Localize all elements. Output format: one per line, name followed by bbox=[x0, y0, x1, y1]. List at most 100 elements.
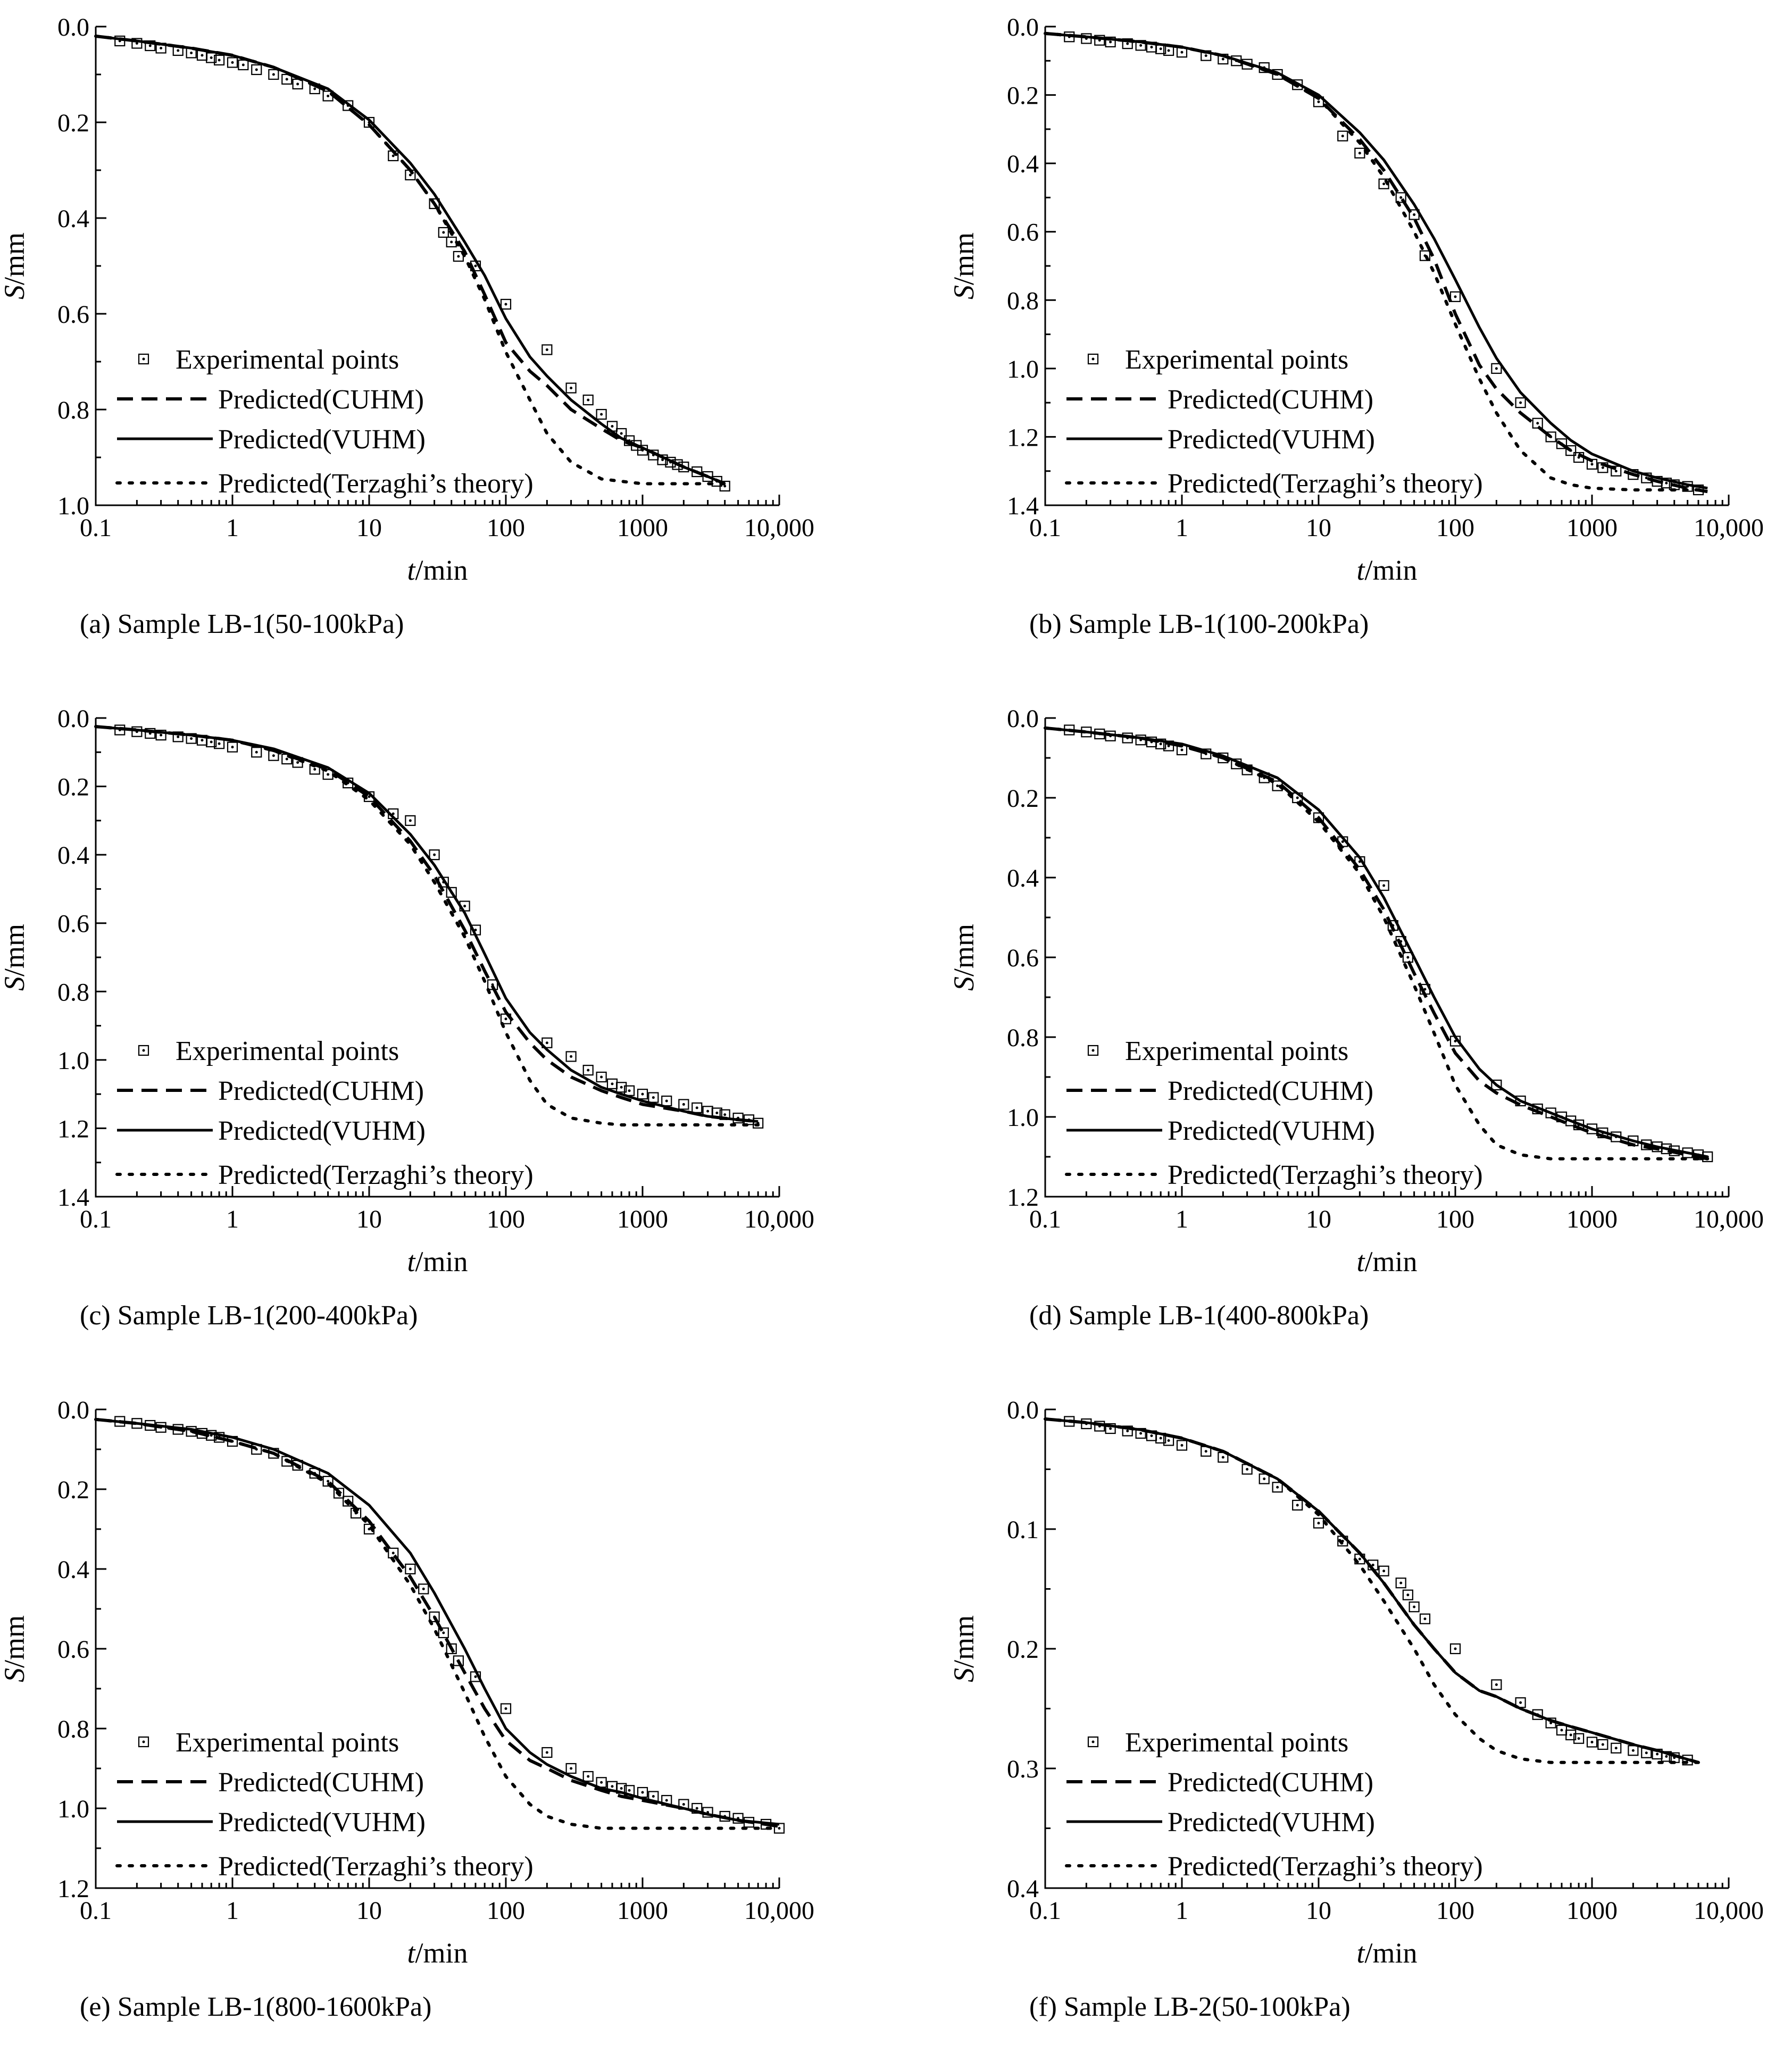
experimental-point-dot bbox=[706, 1811, 710, 1814]
experimental-point-square bbox=[678, 461, 689, 473]
legend-experimental-dot bbox=[1091, 357, 1095, 361]
y-tick-label: 0.0 bbox=[1007, 705, 1039, 733]
experimental-point-dot bbox=[1519, 1701, 1522, 1704]
series-terzaghi-line bbox=[1044, 726, 1710, 1161]
y-axis-unit: /mm bbox=[948, 232, 980, 285]
experimental-point bbox=[1408, 209, 1420, 220]
experimental-point-square bbox=[1218, 53, 1229, 65]
experimental-point-dot bbox=[272, 73, 275, 76]
experimental-point-dot bbox=[474, 929, 477, 932]
experimental-point bbox=[1241, 1464, 1253, 1475]
experimental-point bbox=[1354, 1554, 1365, 1565]
experimental-point bbox=[405, 169, 416, 181]
experimental-point-square bbox=[1064, 724, 1075, 736]
experimental-point bbox=[1387, 920, 1398, 931]
experimental-point-dot bbox=[190, 1430, 193, 1433]
experimental-point bbox=[350, 1507, 362, 1519]
y-tick-label: 0.0 bbox=[57, 1396, 89, 1424]
experimental-point bbox=[453, 251, 464, 262]
experimental-point bbox=[1292, 1499, 1303, 1511]
experimental-point-dot bbox=[1085, 37, 1088, 40]
experimental-point-dot bbox=[160, 1426, 163, 1429]
experimental-point-square bbox=[1545, 1107, 1556, 1119]
experimental-point-square bbox=[1611, 1131, 1622, 1142]
experimental-point-dot bbox=[409, 819, 412, 822]
experimental-point-square bbox=[1337, 1535, 1348, 1547]
experimental-point-square bbox=[1661, 478, 1672, 489]
experimental-point-square bbox=[343, 100, 354, 111]
legend-experimental-marker bbox=[138, 353, 149, 365]
x-tick-label: 10,000 bbox=[1694, 1897, 1764, 1925]
series-vuhm-line bbox=[1045, 727, 1708, 1158]
experimental-point-square bbox=[213, 738, 225, 749]
experimental-point-dot bbox=[1399, 940, 1403, 943]
experimental-point-square bbox=[1241, 59, 1253, 70]
experimental-point bbox=[1231, 55, 1242, 66]
experimental-point-dot bbox=[1276, 784, 1279, 787]
experimental-point-square bbox=[565, 382, 577, 394]
experimental-point bbox=[1532, 1709, 1543, 1720]
experimental-point-square bbox=[1556, 438, 1568, 449]
experimental-point bbox=[1094, 35, 1105, 46]
experimental-point-dot bbox=[1204, 753, 1207, 755]
experimental-point-square bbox=[281, 754, 293, 765]
experimental-point-dot bbox=[628, 439, 631, 442]
experimental-point-dot bbox=[570, 1055, 573, 1058]
experimental-point-square bbox=[1272, 69, 1283, 80]
legend-vuhm-label: Predicted(VUHM) bbox=[1168, 1807, 1375, 1838]
experimental-point-square bbox=[616, 428, 627, 439]
experimental-point-dot bbox=[1454, 1040, 1457, 1042]
experimental-point bbox=[500, 1013, 512, 1024]
experimental-point bbox=[1378, 1565, 1389, 1576]
experimental-point-square bbox=[637, 445, 648, 456]
experimental-point-square bbox=[1313, 1517, 1324, 1529]
experimental-point-dot bbox=[1631, 1749, 1635, 1752]
experimental-point bbox=[268, 1448, 279, 1459]
x-tick-label: 10,000 bbox=[1694, 1205, 1764, 1233]
experimental-point-square bbox=[1378, 880, 1389, 891]
experimental-point-dot bbox=[715, 480, 719, 483]
experimental-point bbox=[292, 1459, 303, 1471]
experimental-point-square bbox=[1419, 250, 1431, 261]
experimental-point-square bbox=[500, 298, 512, 310]
y-tick-label: 0.3 bbox=[1007, 1755, 1039, 1783]
experimental-point-dot bbox=[218, 59, 221, 62]
experimental-point-square bbox=[1258, 1473, 1270, 1484]
experimental-point-square bbox=[1669, 479, 1680, 490]
x-axis-title: t/min bbox=[407, 1937, 468, 1969]
x-axis-symbol: t bbox=[1356, 554, 1365, 586]
experimental-point-dot bbox=[1263, 1478, 1266, 1480]
experimental-point bbox=[596, 408, 607, 420]
experimental-point-square bbox=[623, 1785, 635, 1796]
y-tick-label: 1.0 bbox=[1007, 355, 1039, 383]
experimental-point-square bbox=[691, 466, 703, 478]
experimental-point-dot bbox=[1167, 745, 1170, 747]
experimental-point-square bbox=[429, 198, 440, 210]
y-tick-label: 1.4 bbox=[57, 1183, 89, 1212]
y-axis-symbol: S bbox=[948, 1668, 980, 1682]
experimental-point bbox=[1611, 1742, 1622, 1754]
experimental-point-square bbox=[606, 421, 618, 432]
axis-spines bbox=[1044, 27, 1729, 506]
experimental-point bbox=[268, 69, 279, 80]
experimental-point-square bbox=[1597, 1127, 1608, 1139]
legend: Experimental points Predicted(CUHM) Predic… bbox=[1065, 345, 1483, 499]
experimental-point-dot bbox=[600, 1781, 603, 1784]
x-tick-label: 100 bbox=[1436, 514, 1474, 542]
experimental-point bbox=[172, 1424, 184, 1435]
experimental-point-square bbox=[1135, 734, 1146, 746]
experimental-point-dot bbox=[1371, 1564, 1374, 1566]
experimental-point-dot bbox=[641, 1791, 644, 1794]
experimental-point-square bbox=[186, 1426, 197, 1437]
experimental-point-dot bbox=[1382, 182, 1386, 186]
experimental-point-dot bbox=[747, 1821, 751, 1824]
x-axis-title: t/min bbox=[407, 1246, 468, 1278]
experimental-point-dot bbox=[1317, 816, 1320, 819]
experimental-point bbox=[1176, 1440, 1188, 1451]
experimental-point-dot bbox=[285, 1460, 288, 1463]
experimental-point bbox=[213, 54, 225, 66]
experimental-point-dot bbox=[1391, 924, 1395, 927]
experimental-point-square bbox=[1669, 1145, 1680, 1156]
experimental-point bbox=[1155, 43, 1166, 54]
experimental-point-dot bbox=[641, 449, 644, 452]
